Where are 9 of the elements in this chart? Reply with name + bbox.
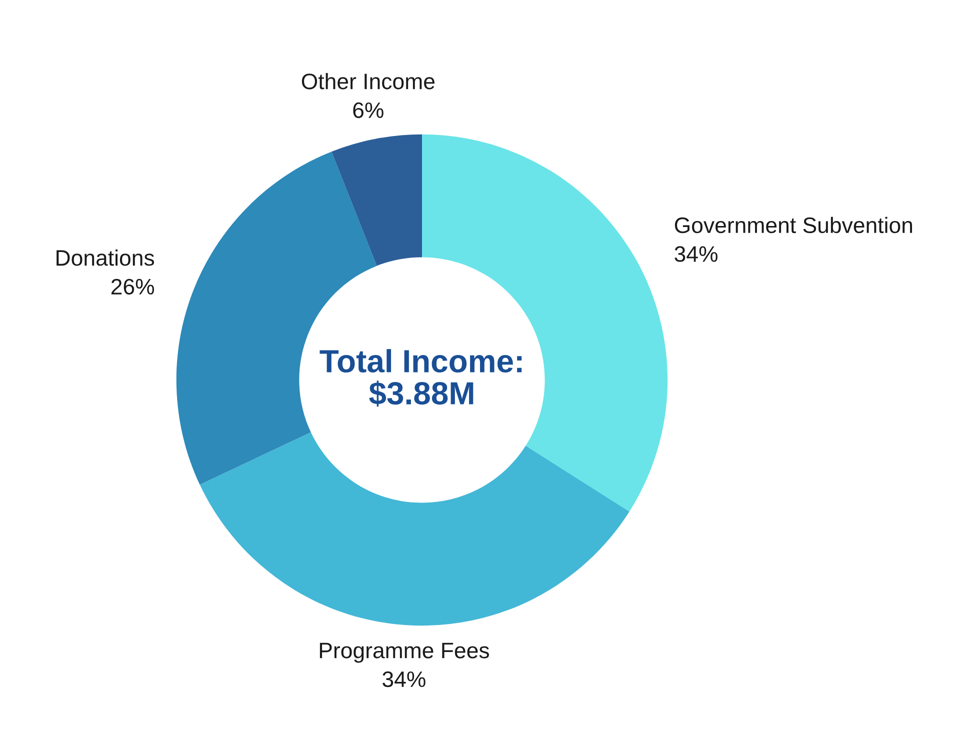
data-label: 6% [353,102,384,118]
data-label: 34% [674,246,718,262]
data-label: 26% [111,278,154,295]
data-label: 34% [382,671,426,688]
slice-label: Donations [56,249,154,266]
slice-label: Other Income [302,72,434,90]
slice-label: Programme Fees [320,642,489,663]
text: Total Income: $3.88M [320,349,522,407]
slice-label: Government Subvention [674,216,912,234]
